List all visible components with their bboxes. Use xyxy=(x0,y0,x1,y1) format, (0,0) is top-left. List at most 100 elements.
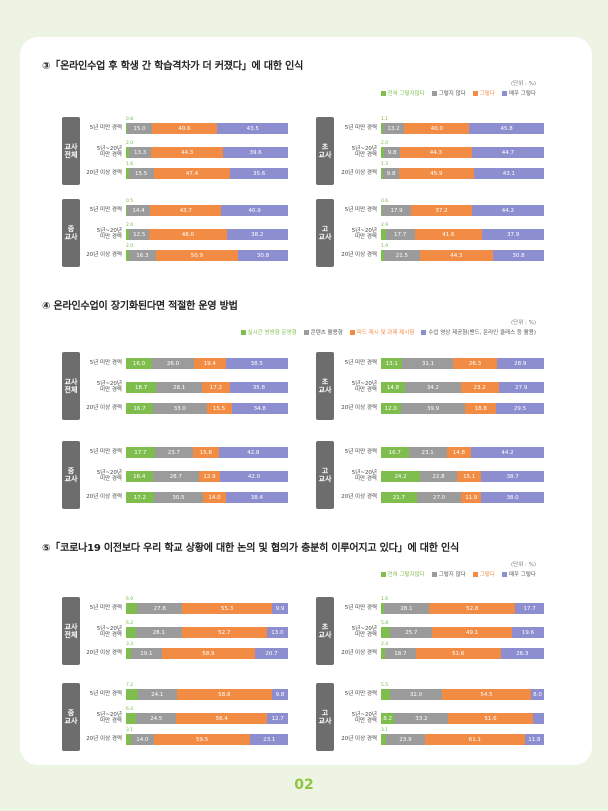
bar-segment: 31.1 xyxy=(402,358,454,369)
stacked-bar: 18.7 28.1 17.2 35.8 xyxy=(126,382,288,393)
group-tag-word: 전체 xyxy=(64,631,78,639)
bar-segment xyxy=(381,627,391,638)
group-tag: 중 교사 xyxy=(62,441,80,509)
bar-segment: 43.5 xyxy=(217,123,288,134)
bar-segment: 16.7 xyxy=(126,403,154,414)
bar-segment xyxy=(126,689,138,700)
bar-segment: 40.0 xyxy=(404,123,470,134)
group-tag: 교사 전체 xyxy=(62,597,80,665)
stacked-bar: 9.8 45.9 43.1 xyxy=(381,168,544,179)
group-tag-word: 초 xyxy=(321,622,329,631)
row-label: 5년~20년 미만 경력 xyxy=(352,146,377,158)
group-tag: 교사 전체 xyxy=(62,117,80,185)
group-tag-word: 교사 xyxy=(318,717,332,725)
stacked-bar: 24.5 56.4 12.7 xyxy=(126,713,288,724)
bar-segment: 17.9 xyxy=(381,205,412,216)
bar-segment: 22.8 xyxy=(420,471,457,482)
legend-swatch xyxy=(240,329,246,335)
bar-segment: 49.1 xyxy=(432,627,513,638)
row-label-line: 5년~20년 xyxy=(96,146,122,152)
stacked-bar: 13.2 40.0 45.8 xyxy=(381,123,544,134)
row-label-line: 미만 경력 xyxy=(100,632,122,639)
legend-label: 수업 영상 제공형(밴드, 온라인 클래스 등 활용) xyxy=(428,330,536,336)
bar-segment: 38.4 xyxy=(225,492,288,503)
bar-segment: 23.2 xyxy=(460,382,499,393)
row-label: 20년 이상 경력 xyxy=(86,252,122,258)
bar-segment xyxy=(126,648,132,659)
bar-segment: 38.2 xyxy=(226,229,288,240)
group-tag-word: 교사 xyxy=(64,717,78,725)
bar-segment: 33.0 xyxy=(153,403,207,414)
small-value-label: 6.4 xyxy=(126,707,134,712)
unit-label: (단위 : %) xyxy=(511,81,536,87)
small-value-label: 0.5 xyxy=(126,199,134,204)
bar-segment: 24.5 xyxy=(136,713,177,724)
legend-item: 그렇다 xyxy=(472,89,495,97)
small-value-label: 7.2 xyxy=(126,683,134,688)
stacked-bar: 28.1 52.7 13.0 xyxy=(126,627,288,638)
stacked-bar: 21.5 44.3 30.8 xyxy=(381,250,544,261)
bar-segment xyxy=(126,627,137,638)
row-label: 20년 이상 경력 xyxy=(86,494,122,500)
row-label: 20년 이상 경력 xyxy=(86,650,122,656)
stacked-bar: 16.0 26.0 19.4 38.5 xyxy=(126,358,288,369)
row-label: 5년 미만 경력 xyxy=(89,207,122,213)
bar-segment: 28.9 xyxy=(496,358,544,369)
row-label-line: 5년~20년 xyxy=(351,712,377,718)
bar-segment: 44.3 xyxy=(419,250,494,261)
stacked-bar: 25.7 49.1 19.6 xyxy=(381,627,544,638)
bar-segment: 16.0 xyxy=(126,358,152,369)
bar-segment: 33.2 xyxy=(394,713,449,724)
content-card xyxy=(20,37,592,765)
bar-segment: 23.9 xyxy=(386,734,426,745)
bar-segment: 12.0 xyxy=(381,403,401,414)
row-label: 5년 미만 경력 xyxy=(89,605,122,611)
row-label-line: 미만 경력 xyxy=(355,387,377,394)
legend-item: 그렇다 xyxy=(472,570,495,578)
bar-segment: 13.0 xyxy=(266,627,288,638)
bar-segment: 38.7 xyxy=(481,471,544,482)
small-value-label: 1.3 xyxy=(381,162,389,167)
bar-segment xyxy=(381,250,385,261)
row-label: 5년 미만 경력 xyxy=(89,125,122,131)
row-label: 5년~20년 미만 경력 xyxy=(352,381,377,393)
bar-segment: 35.6 xyxy=(230,168,288,179)
unit-label: (단위 : %) xyxy=(511,562,536,568)
stacked-bar: 17.7 41.6 37.9 xyxy=(381,229,544,240)
bar-segment: 26.3 xyxy=(453,358,497,369)
unit-label: (단위 : %) xyxy=(511,320,536,326)
legend-item: 피드 제시 및 과제 제시형 xyxy=(349,328,414,336)
bar-segment: 55.3 xyxy=(182,603,272,614)
small-value-label: 3.3 xyxy=(126,642,134,647)
bar-segment: 28.7 xyxy=(152,471,200,482)
group-tag-word: 교사 xyxy=(318,475,332,483)
bar-segment: 23.7 xyxy=(154,447,194,458)
group-tag-word: 교사 xyxy=(64,377,78,386)
bar-segment: 28.1 xyxy=(136,627,182,638)
stacked-bar: 24.2 22.8 15.1 38.7 xyxy=(381,471,544,482)
bar-segment: 20.7 xyxy=(255,648,288,659)
stacked-bar: 18.7 51.6 26.3 xyxy=(381,648,544,659)
bar-segment xyxy=(126,229,130,240)
small-value-label: 2.0 xyxy=(381,141,389,146)
stacked-bar: 32.0 54.5 8.0 xyxy=(381,689,544,700)
bar-segment: 23.1 xyxy=(250,734,288,745)
row-label: 5년~20년 미만 경력 xyxy=(97,146,122,158)
bar-segment: 19.4 xyxy=(194,358,226,369)
small-value-label: 6.2 xyxy=(126,621,134,626)
bar-segment xyxy=(381,734,387,745)
legend-label: 매우 그렇다 xyxy=(508,572,536,578)
bar-segment: 13.1 xyxy=(381,358,403,369)
row-label-line: 미만 경력 xyxy=(355,234,377,241)
page-number: 02 xyxy=(294,777,314,793)
bar-segment: 50.9 xyxy=(155,250,239,261)
legend-item: 전혀 그렇지않다 xyxy=(380,570,425,578)
bar-segment: 48.0 xyxy=(149,229,227,240)
stacked-bar: 12.5 48.0 38.2 xyxy=(126,229,288,240)
bar-segment: 9.8 xyxy=(272,689,288,700)
row-label-line: 미만 경력 xyxy=(355,476,377,483)
legend-item: 그렇지 않다 xyxy=(431,570,466,578)
bar-segment: 44.3 xyxy=(400,147,472,158)
bar-segment: 58.9 xyxy=(161,648,256,659)
bar-segment: 38.5 xyxy=(225,358,288,369)
